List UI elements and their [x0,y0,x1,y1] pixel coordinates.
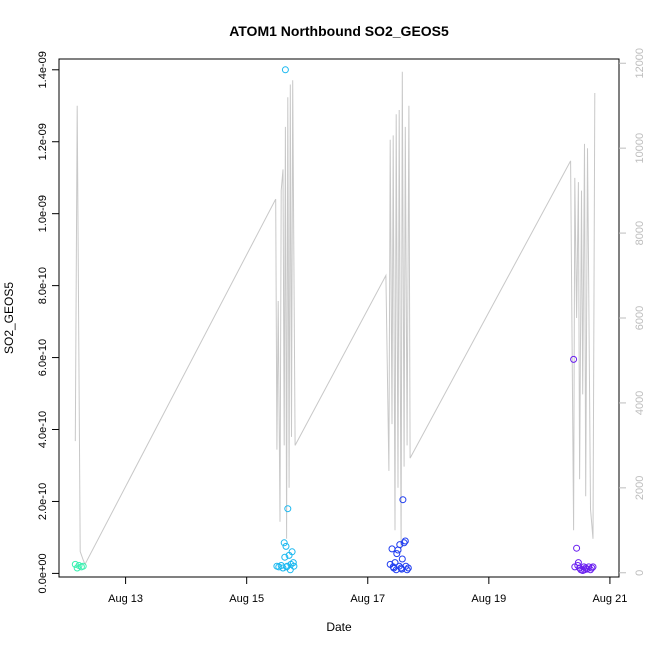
data-point [288,548,296,556]
data-point [393,550,401,558]
y-axis-label: SO2_GEOS5 [2,282,16,354]
x-tick-label: Aug 19 [471,593,506,605]
y-tick-label: 0.0e+00 [37,553,49,593]
chart-title: ATOM1 Northbound SO2_GEOS5 [229,23,449,39]
data-point [404,564,412,572]
data-point [574,562,582,569]
data-point [588,564,596,572]
data-point [279,564,287,572]
y-tick-label: 8.0e-10 [37,267,49,304]
x-axis-label: Date [326,620,352,634]
data-point [388,545,396,553]
y-tick-label: 2.0e-10 [37,483,49,520]
data-point [289,559,297,567]
y2-tick-label: 6000 [634,306,646,330]
data-point [573,544,581,552]
plot-area [71,66,597,574]
y2-tick-label: 2000 [634,476,646,500]
y2-tick-label: 8000 [634,221,646,245]
y2-tick-label: 0 [634,570,646,576]
data-point [284,505,292,513]
data-point [581,566,588,574]
y-tick-label: 1.2e-09 [37,123,49,160]
data-point [391,559,399,567]
x-tick-label: Aug 17 [350,593,385,605]
data-point [282,542,290,550]
x-axis: Aug 13 Aug 15 Aug 17 Aug 19 Aug 21 [108,577,627,605]
x-tick-label: Aug 15 [229,593,264,605]
data-point [403,566,411,574]
y2-tick-label: 4000 [634,391,646,415]
data-point [281,553,289,561]
data-point [389,563,397,571]
y-axis: 0.0e+00 2.0e-10 4.0e-10 6.0e-10 8.0e-10 1.0e-… [37,51,59,593]
data-point [79,562,87,570]
data-point [570,355,578,363]
data-point [589,563,597,571]
x-tick-label: Aug 13 [108,593,143,605]
data-point [398,555,406,563]
data-point [398,565,406,573]
y-tick-label: 1.4e-09 [37,51,49,88]
x-tick-label: Aug 21 [592,593,627,605]
data-point [400,539,408,547]
secondary-series-line [74,71,596,566]
y-axis-right: 0 2000 4000 6000 8000 10000 12000 [619,48,646,576]
data-point [71,560,79,568]
data-point [281,66,289,74]
data-point [396,541,404,549]
plot-frame [58,58,620,578]
data-point [280,539,288,547]
y-tick-label: 4.0e-10 [37,411,49,448]
data-point [290,562,298,570]
data-point [399,496,407,504]
y-tick-label: 1.0e-09 [37,195,49,232]
y-tick-label: 6.0e-10 [37,339,49,376]
y2-tick-label: 10000 [634,133,646,164]
data-point [283,563,291,571]
y2-tick-label: 12000 [634,48,646,79]
data-point [401,537,409,545]
